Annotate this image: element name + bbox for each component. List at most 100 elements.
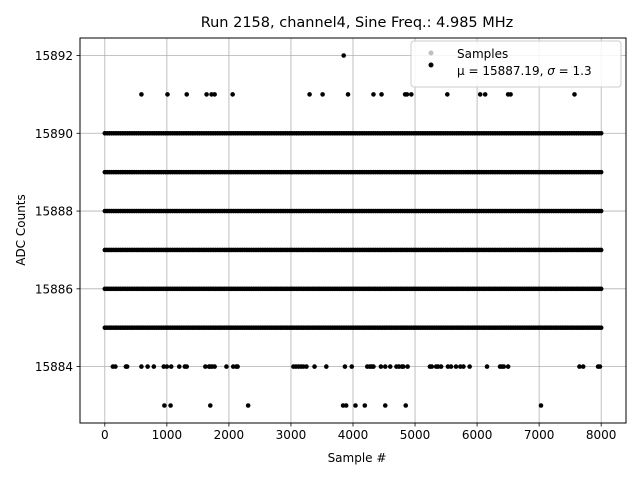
y-tick-label: 15886 [35, 282, 73, 296]
data-point [139, 364, 144, 369]
data-point [353, 403, 358, 408]
data-point [204, 92, 209, 97]
data-point [176, 364, 182, 369]
data-point [598, 247, 604, 253]
data-point [405, 364, 410, 369]
data-point [164, 364, 170, 369]
x-tick-label: 1000 [152, 428, 183, 442]
data-point [400, 364, 406, 369]
data-point [461, 364, 466, 369]
data-point [477, 92, 483, 97]
chart-title: Run 2158, channel4, Sine Freq.: 4.985 MH… [201, 15, 514, 31]
data-point [438, 364, 444, 369]
data-point [224, 364, 229, 369]
data-point [453, 364, 459, 369]
x-tick-label: 4000 [338, 428, 369, 442]
data-point [212, 364, 217, 369]
data-point [230, 92, 235, 97]
data-point [307, 92, 312, 97]
data-point [168, 403, 173, 408]
data-point [324, 364, 329, 369]
x-tick-label: 8000 [586, 428, 617, 442]
data-point [429, 364, 435, 369]
x-tick-label: 3000 [276, 428, 307, 442]
data-point [304, 364, 309, 369]
data-point [145, 364, 150, 369]
data-point [208, 403, 213, 408]
x-tick-label: 0 [101, 428, 109, 442]
data-point [162, 403, 167, 408]
data-point [203, 364, 208, 369]
data-points [102, 53, 604, 408]
data-point [312, 364, 317, 369]
x-tick-label: 5000 [400, 428, 431, 442]
data-point [387, 364, 393, 369]
data-point [598, 286, 604, 292]
legend-marker-stats [428, 62, 434, 68]
data-point [482, 92, 488, 97]
legend-stats-sigma: σ [547, 64, 555, 78]
data-point [371, 92, 376, 97]
legend-marker-samples [428, 50, 434, 56]
x-tick-label: 7000 [524, 428, 555, 442]
y-axis-label: ADC Counts [14, 194, 28, 266]
y-tick-label: 15890 [35, 127, 73, 141]
data-point [168, 364, 174, 369]
data-point [484, 364, 490, 369]
data-point [343, 403, 349, 408]
data-point [184, 364, 190, 369]
data-point [165, 92, 170, 97]
data-point [341, 53, 346, 58]
legend-label-samples: Samples [457, 47, 508, 61]
legend: Samples μ = 15887.19, σ = 1.3 [410, 40, 622, 88]
data-point [320, 92, 325, 97]
x-axis-label: Sample # [328, 451, 387, 465]
data-point [448, 364, 454, 369]
data-point [362, 403, 368, 408]
data-point [371, 364, 376, 369]
data-point [577, 364, 582, 369]
legend-stats-prefix: μ = 15887.19, [457, 64, 547, 78]
data-point [382, 403, 388, 408]
data-point [382, 364, 388, 369]
data-point [342, 364, 348, 369]
y-tick-label: 15884 [35, 360, 73, 374]
data-point [403, 403, 409, 408]
data-point [501, 364, 507, 369]
data-point [113, 364, 118, 369]
data-point [467, 364, 472, 369]
data-point [235, 364, 240, 369]
data-point [139, 92, 144, 97]
data-point [245, 403, 251, 408]
data-point [124, 364, 130, 369]
data-point [184, 92, 190, 97]
data-point [212, 92, 217, 97]
data-point [379, 92, 384, 97]
data-point [349, 364, 355, 369]
x-tick-label: 2000 [214, 428, 245, 442]
data-point [598, 130, 604, 136]
data-point [505, 364, 511, 369]
data-point [151, 364, 157, 369]
y-axis: 15884 15886 15888 15890 15892 [35, 49, 80, 374]
data-point [580, 364, 586, 369]
data-point [445, 92, 450, 97]
data-point [538, 403, 544, 408]
data-point [508, 92, 513, 97]
legend-stats-suffix: = 1.3 [555, 64, 592, 78]
data-point [345, 92, 351, 97]
x-tick-label: 6000 [462, 428, 493, 442]
legend-box [410, 40, 622, 88]
data-point [598, 208, 604, 214]
data-point [409, 92, 414, 97]
data-point [598, 169, 604, 175]
data-point [598, 325, 604, 331]
x-axis: 0 1000 2000 3000 4000 5000 6000 7000 8000 [101, 423, 616, 442]
data-point [597, 364, 603, 369]
y-tick-label: 15892 [35, 49, 73, 63]
data-point [404, 92, 410, 97]
legend-label-stats: μ = 15887.19, σ = 1.3 [457, 64, 592, 78]
data-point [572, 92, 577, 97]
y-tick-label: 15888 [35, 205, 73, 219]
